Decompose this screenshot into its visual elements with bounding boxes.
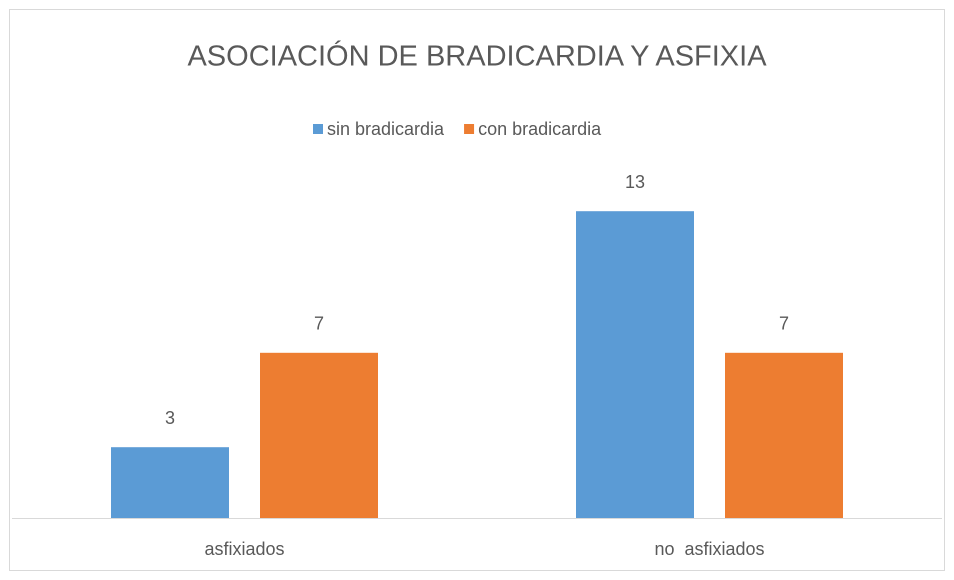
legend-swatch [313, 124, 323, 134]
data-label: 3 [165, 408, 175, 428]
data-label: 7 [314, 314, 324, 334]
bar [111, 447, 229, 518]
data-label: 7 [779, 314, 789, 334]
bar [725, 352, 843, 518]
chart-title: ASOCIACIÓN DE BRADICARDIA Y ASFIXIA [187, 40, 767, 73]
legend-swatch [464, 124, 475, 134]
x-tick-label: no asfixiados [654, 539, 764, 559]
x-tick-label: asfixiados [204, 539, 284, 559]
bar [260, 352, 378, 518]
legend-label: con bradicardia [478, 119, 602, 139]
data-label: 13 [625, 172, 645, 192]
legend-label: sin bradicardia [327, 119, 445, 139]
bar [576, 211, 694, 518]
